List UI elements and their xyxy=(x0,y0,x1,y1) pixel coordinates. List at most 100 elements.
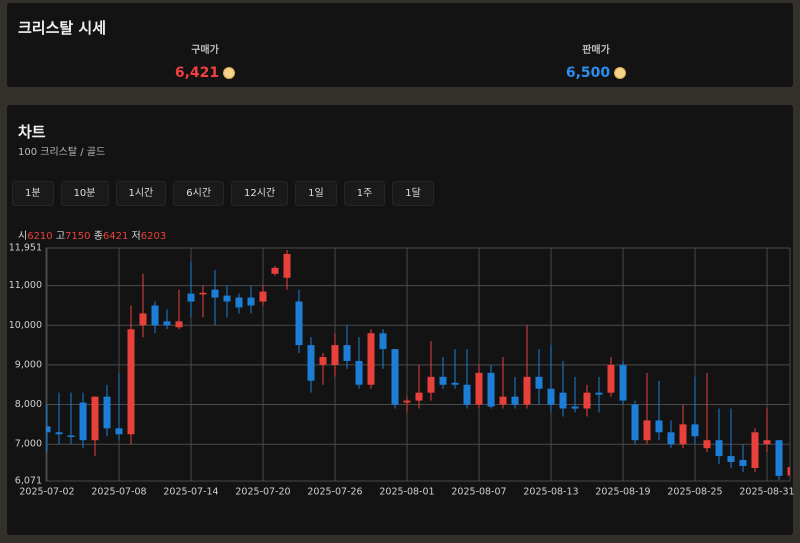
x-tick-label: 2025-07-26 xyxy=(307,487,362,498)
plot-border xyxy=(45,247,791,482)
ohlc-value: 7150 xyxy=(65,231,91,242)
candle-body xyxy=(427,376,435,393)
sell-column: 판매가 6,500 xyxy=(496,41,696,81)
interval-buttons: 1분 10분 1시간 6시간 12시간 1일 1주 1달 xyxy=(12,181,434,206)
interval-button[interactable]: 6시간 xyxy=(173,181,225,206)
candle-body xyxy=(307,345,315,381)
candle-body xyxy=(571,406,579,409)
candle-body xyxy=(379,333,387,350)
grid xyxy=(45,247,791,482)
coin-icon xyxy=(223,67,236,79)
x-tick-label: 2025-07-20 xyxy=(235,487,290,498)
candle-body xyxy=(463,384,471,405)
ohlc-label: 시 xyxy=(18,231,28,242)
candles xyxy=(46,250,790,480)
candle-body xyxy=(247,297,255,306)
candle-body xyxy=(499,396,507,405)
candle-body xyxy=(79,402,87,441)
candle-body xyxy=(511,396,519,405)
candle-body xyxy=(619,364,627,401)
candle-body xyxy=(199,292,207,295)
ohlc-summary: 시6210 고7150 종6421 저6203 xyxy=(18,227,166,242)
candle-body xyxy=(415,392,423,401)
interval-button[interactable]: 1일 xyxy=(295,181,337,206)
interval-button[interactable]: 1시간 xyxy=(115,181,167,206)
candle-body xyxy=(535,376,543,389)
candle-body xyxy=(223,295,231,302)
x-tick-label: 2025-08-31 xyxy=(739,487,794,498)
panel-title: 차트 xyxy=(18,123,46,141)
candle-body xyxy=(283,253,291,278)
ohlc-label: 종 xyxy=(93,231,103,242)
candle-body xyxy=(451,382,459,385)
candle-body xyxy=(775,440,783,476)
chart-panel: 차트 100 크리스탈 / 골드 1분 10분 1시간 6시간 12시간 1일 1주 1달 시… xyxy=(7,105,793,535)
candle-body xyxy=(583,392,591,409)
candle-body xyxy=(787,467,790,476)
interval-button[interactable]: 10분 xyxy=(60,181,109,206)
y-tick-label: 7,000 xyxy=(15,439,42,450)
x-tick-label: 2025-07-02 xyxy=(19,487,74,498)
candle-body xyxy=(763,440,771,445)
y-tick-label: 8,000 xyxy=(15,399,42,410)
candle-body xyxy=(475,372,483,405)
x-tick-label: 2025-08-01 xyxy=(379,487,434,498)
x-tick-label: 2025-08-25 xyxy=(667,487,722,498)
candle-body xyxy=(727,456,735,463)
y-tick-label: 6,071 xyxy=(15,476,42,487)
price-panel: 크리스탈 시세 구매가 6,421 판매가 6,500 xyxy=(7,3,793,87)
candle-body xyxy=(115,428,123,435)
buy-column: 구매가 6,421 xyxy=(105,41,305,81)
candle-body xyxy=(175,321,183,328)
x-tick-label: 2025-08-07 xyxy=(451,487,506,498)
candle-body xyxy=(343,345,351,361)
ohlc-value: 6203 xyxy=(140,231,167,242)
candle-body xyxy=(607,364,615,393)
candle-body xyxy=(751,432,759,468)
candle-body xyxy=(295,301,303,346)
candle-body xyxy=(151,305,159,326)
candle-body xyxy=(187,293,195,302)
candle-body xyxy=(367,333,375,385)
interval-button[interactable]: 12시간 xyxy=(231,181,289,206)
coin-icon xyxy=(614,67,627,79)
ohlc-label: 저 xyxy=(131,231,141,242)
candle-body xyxy=(439,376,447,385)
candle-body xyxy=(259,291,267,302)
panel-subtitle: 100 크리스탈 / 골드 xyxy=(18,147,106,158)
sell-price-row: 6,500 xyxy=(496,65,696,81)
candle-body xyxy=(67,435,75,438)
candle-body xyxy=(691,424,699,437)
ohlc-value: 6421 xyxy=(102,231,129,242)
candle-body xyxy=(271,267,279,274)
candle-body xyxy=(103,396,111,429)
x-tick-label: 2025-07-08 xyxy=(91,487,146,498)
candle-body xyxy=(643,420,651,441)
candle-body xyxy=(715,440,723,457)
x-tick-label: 2025-07-14 xyxy=(163,487,218,498)
candle-body xyxy=(163,321,171,326)
sell-price: 6,500 xyxy=(565,65,611,81)
candle-body xyxy=(91,396,99,441)
candle-body xyxy=(331,345,339,365)
interval-button[interactable]: 1분 xyxy=(12,181,54,206)
candle-body xyxy=(547,388,555,405)
interval-button[interactable]: 1달 xyxy=(392,181,434,206)
candle-body xyxy=(595,392,603,395)
y-tick-label: 11,000 xyxy=(9,280,42,291)
interval-button[interactable]: 1주 xyxy=(343,181,386,206)
buy-price-row: 6,421 xyxy=(105,65,305,81)
candle-body xyxy=(319,357,327,365)
candle-body xyxy=(46,426,51,433)
candle-body xyxy=(391,349,399,405)
panel-title: 크리스탈 시세 xyxy=(18,19,107,37)
y-tick-label: 11,951 xyxy=(9,243,42,254)
candle-body xyxy=(403,400,411,403)
ohlc-value: 6210 xyxy=(27,231,53,242)
candle-body xyxy=(631,404,639,441)
candle-body xyxy=(739,460,747,466)
candle-body xyxy=(139,313,147,326)
candle-body xyxy=(667,432,675,445)
y-tick-label: 9,000 xyxy=(15,359,42,370)
